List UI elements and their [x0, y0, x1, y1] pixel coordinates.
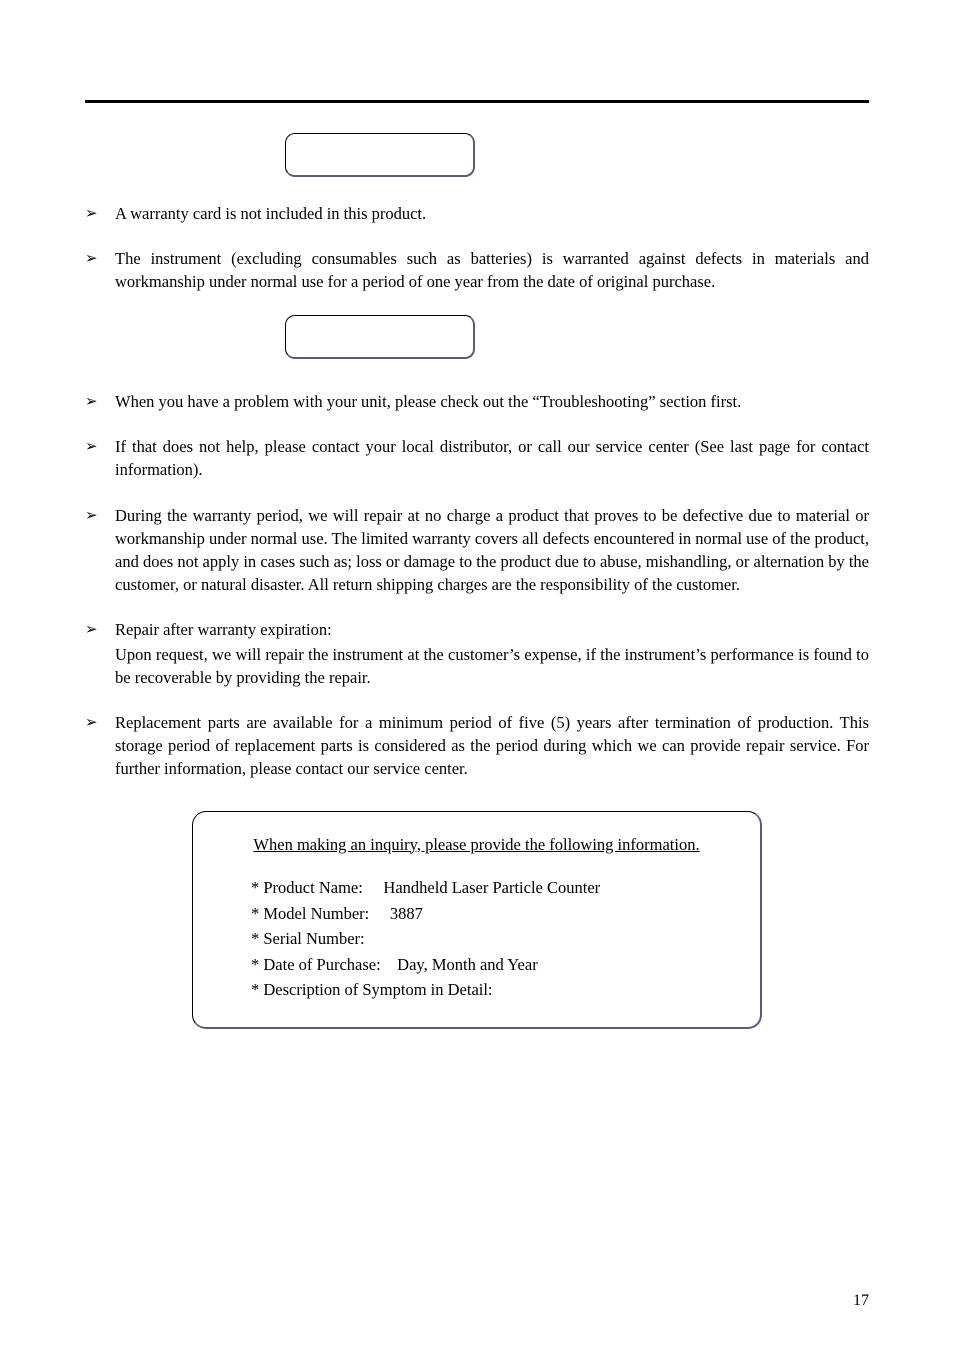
- bullet-7-text: Replacement parts are available for a mi…: [115, 711, 869, 780]
- inquiry-symptom-description: * Description of Symptom in Detail:: [221, 977, 732, 1003]
- bullet-6: ➢ Repair after warranty expiration: Upon…: [85, 618, 869, 689]
- bullet-glyph: ➢: [85, 435, 115, 458]
- inquiry-model-number: * Model Number: 3887: [221, 901, 732, 927]
- inquiry-date-of-purchase: * Date of Purchase: Day, Month and Year: [221, 952, 732, 978]
- bullet-glyph: ➢: [85, 711, 115, 734]
- repair-chip-row: [285, 315, 869, 359]
- bullet-5-text: During the warranty period, we will repa…: [115, 504, 869, 596]
- bullet-glyph: ➢: [85, 202, 115, 225]
- inquiry-title: When making an inquiry, please provide t…: [221, 832, 732, 858]
- bullet-4: ➢ If that does not help, please contact …: [85, 435, 869, 481]
- bullet-glyph: ➢: [85, 504, 115, 527]
- section-rule: [85, 100, 869, 103]
- inquiry-serial-number: * Serial Number:: [221, 926, 732, 952]
- bullet-7: ➢ Replacement parts are available for a …: [85, 711, 869, 780]
- warranty-chip: [285, 133, 475, 177]
- bullet-6-head: Repair after warranty expiration:: [115, 618, 869, 641]
- bullet-1: ➢ A warranty card is not included in thi…: [85, 202, 869, 225]
- bullet-6-body: Repair after warranty expiration: Upon r…: [115, 618, 869, 689]
- bullet-glyph: ➢: [85, 390, 115, 413]
- bullet-4-text: If that does not help, please contact yo…: [115, 435, 869, 481]
- bullet-glyph: ➢: [85, 618, 115, 641]
- bullet-1-text: A warranty card is not included in this …: [115, 202, 869, 225]
- bullet-2: ➢ The instrument (excluding consumables …: [85, 247, 869, 293]
- inquiry-box-wrap: When making an inquiry, please provide t…: [85, 811, 869, 1029]
- inquiry-box: When making an inquiry, please provide t…: [192, 811, 762, 1029]
- bullet-3: ➢ When you have a problem with your unit…: [85, 390, 869, 413]
- bullet-2-text: The instrument (excluding consumables su…: [115, 247, 869, 293]
- page-number: 17: [853, 1292, 869, 1310]
- bullet-6-text: Upon request, we will repair the instrum…: [115, 643, 869, 689]
- bullet-5: ➢ During the warranty period, we will re…: [85, 504, 869, 596]
- warranty-chip-row: [285, 133, 869, 177]
- bullet-glyph: ➢: [85, 247, 115, 270]
- inquiry-product-name: * Product Name: Handheld Laser Particle …: [221, 875, 732, 901]
- repair-chip: [285, 315, 475, 359]
- bullet-3-text: When you have a problem with your unit, …: [115, 390, 869, 413]
